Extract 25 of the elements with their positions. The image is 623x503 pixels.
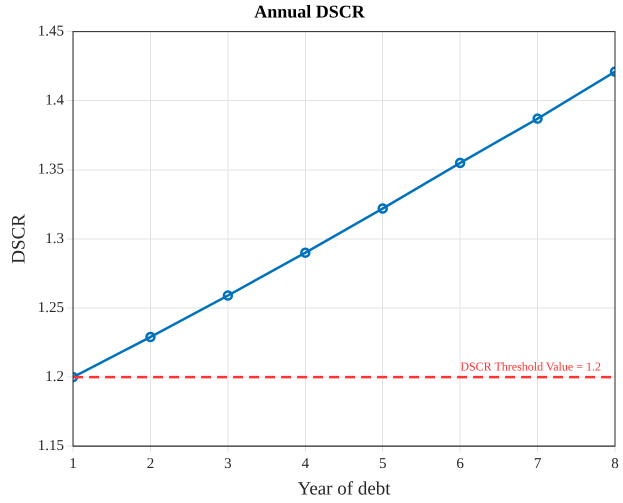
x-tick-label: 4 (302, 456, 310, 472)
x-tick-label: 7 (534, 456, 542, 472)
y-axis-title: DSCR (8, 214, 30, 264)
chart-title: Annual DSCR (254, 1, 366, 22)
ref-line-label: DSCR Threshold Value = 1.2 (460, 359, 601, 374)
y-tick-label: 1.2 (45, 369, 64, 386)
y-tick-label: 1.15 (38, 438, 64, 454)
point (300, 247, 311, 258)
y-tick-label: 1.35 (38, 162, 64, 178)
x-tick-label: 1 (69, 456, 77, 472)
point (145, 332, 156, 342)
point (222, 290, 234, 301)
x-tick-label: 2 (146, 456, 154, 472)
x-tick-label: 8 (611, 456, 619, 472)
point (454, 158, 466, 168)
y-tick-label: 1.45 (38, 24, 64, 40)
point (532, 113, 543, 124)
point (377, 203, 388, 214)
y-tick-label: 1.25 (38, 300, 64, 316)
x-tick-label: 6 (456, 456, 464, 472)
x-tick-label: 5 (378, 456, 386, 472)
y-tick-label: 1.4 (45, 92, 65, 109)
x-tick-label: 3 (224, 456, 232, 472)
y-tick-label: 1.3 (45, 230, 64, 247)
x-axis-title: Year of debt (297, 478, 392, 500)
